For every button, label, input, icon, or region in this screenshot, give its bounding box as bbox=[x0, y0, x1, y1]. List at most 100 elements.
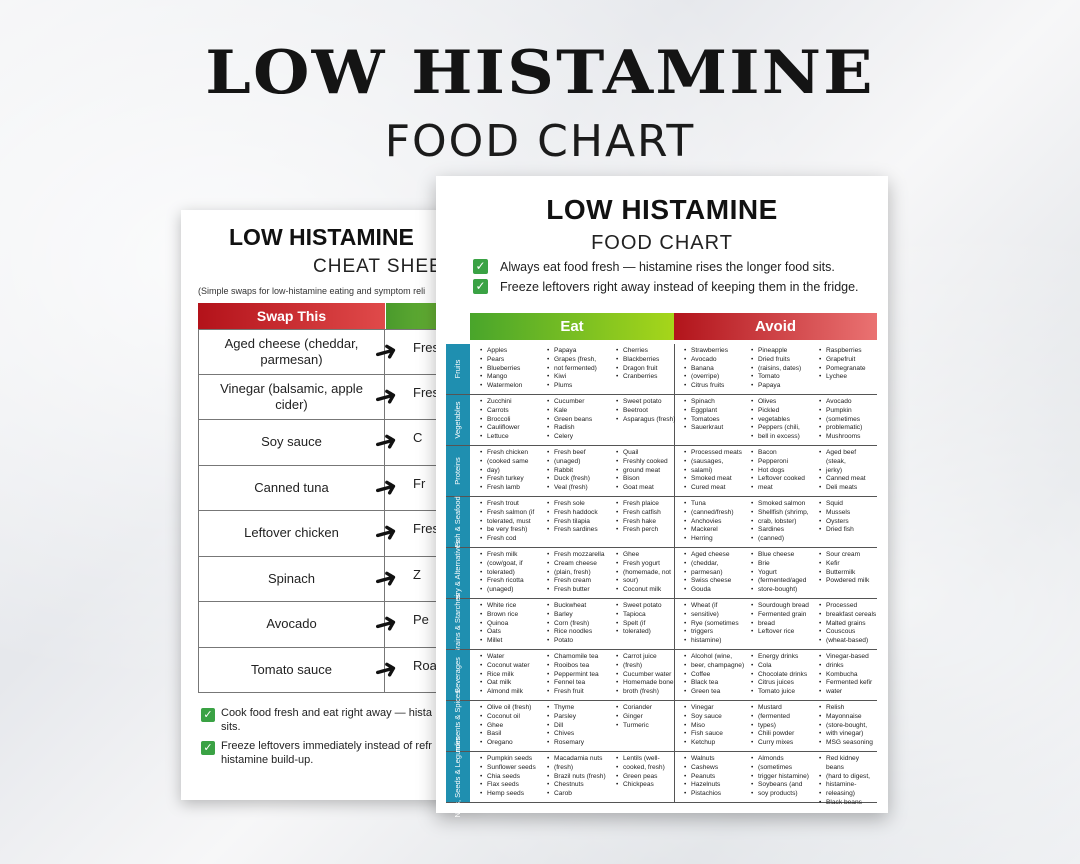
swap-row: Tomato sauce ➜ Roa bbox=[198, 647, 481, 693]
food-item: Apples bbox=[480, 347, 546, 356]
food-item: Deli meats bbox=[819, 484, 877, 493]
food-item: Fresh salmon (if bbox=[480, 509, 546, 518]
food-item: (store-bought, bbox=[819, 722, 877, 731]
avoid-column: Vinegar-baseddrinksKombuchaFermented kef… bbox=[819, 653, 877, 697]
food-item: Quail bbox=[616, 449, 682, 458]
food-item: triggers bbox=[684, 628, 750, 637]
food-item: day) bbox=[480, 467, 546, 476]
food-item: Avocado bbox=[684, 356, 750, 365]
food-item: Fresh plaice bbox=[616, 500, 682, 509]
food-category-row: Fish & Seafood Fresh troutFresh salmon (i… bbox=[446, 496, 877, 548]
food-item: Beetroot bbox=[616, 407, 682, 416]
avoid-column: Aged cheese(cheddar,parmesan)Swiss chees… bbox=[684, 551, 750, 595]
food-item: Dill bbox=[547, 722, 615, 731]
food-item: Ginger bbox=[616, 713, 682, 722]
food-item: Vinegar-based bbox=[819, 653, 877, 662]
eat-column: Sweet potatoTapiocaSpelt (iftolerated) bbox=[616, 602, 682, 637]
food-item: Broccoli bbox=[480, 416, 546, 425]
food-item: sour) bbox=[616, 577, 682, 586]
avoid-column: SpinachEggplantTomatoesSauerkraut bbox=[684, 398, 750, 433]
food-item: Citrus juices bbox=[751, 679, 817, 688]
food-list: QuailFreshly cookedground meatBisonGoat … bbox=[616, 449, 682, 493]
avoid-column: BaconPepperoniHot dogsLeftover cookedmea… bbox=[751, 449, 817, 493]
curved-arrow-icon: ➜ bbox=[370, 378, 401, 415]
category-label: Nuts, Seeds & Legumes bbox=[446, 737, 470, 817]
eat-column: Fresh mozzarellaCream cheese(plain, fres… bbox=[547, 551, 615, 595]
cheat-sheet-page: LOW HISTAMINE CHEAT SHEE (Simple swaps f… bbox=[181, 210, 481, 800]
food-item: Veal (fresh) bbox=[547, 484, 615, 493]
food-list: Wheat (ifsensitive)Rye (sometimestrigger… bbox=[684, 602, 750, 646]
eat-column: CherriesBlackberriesDragon fruitCranberr… bbox=[616, 347, 682, 382]
food-item: Radish bbox=[547, 424, 615, 433]
check-icon: ✓ bbox=[473, 259, 488, 274]
category-label: Fish & Seafood bbox=[446, 496, 470, 548]
eat-column: Fresh soleFresh haddockFresh tilapiaFres… bbox=[547, 500, 615, 535]
food-item: MSG seasoning bbox=[819, 739, 877, 748]
food-item: Pears bbox=[480, 356, 546, 365]
food-item: Tuna bbox=[684, 500, 750, 509]
curved-arrow-icon: ➜ bbox=[370, 333, 401, 370]
food-item: Pumpkin bbox=[819, 407, 877, 416]
avoid-column: Almonds(sometimestrigger histamine)Soybe… bbox=[751, 755, 817, 799]
food-item: Cured meat bbox=[684, 484, 750, 493]
food-item: Oat milk bbox=[480, 679, 546, 688]
food-item: Peppers (chili, bbox=[751, 424, 817, 433]
avoid-column: AvocadoPumpkin(sometimesproblematic)Mush… bbox=[819, 398, 877, 442]
food-item: Smoked meat bbox=[684, 475, 750, 484]
food-item: Spelt (if bbox=[616, 620, 682, 629]
food-list: Mustard(fermentedtypes)Chili powderCurry… bbox=[751, 704, 817, 748]
food-list: PapayaGrapes (fresh,not fermented)KiwiPl… bbox=[547, 347, 615, 391]
food-item: Peanuts bbox=[684, 773, 750, 782]
food-item: Cucumber bbox=[547, 398, 615, 407]
category-label: Fruits bbox=[446, 344, 470, 394]
food-item: (canned) bbox=[751, 535, 817, 544]
food-item: Herring bbox=[684, 535, 750, 544]
food-item: Processed bbox=[819, 602, 877, 611]
food-item: Mustard bbox=[751, 704, 817, 713]
food-item: Fresh haddock bbox=[547, 509, 615, 518]
food-item: Rice milk bbox=[480, 671, 546, 680]
check-icon: ✓ bbox=[473, 279, 488, 294]
food-list: Energy drinksColaChocolate drinksCitrus … bbox=[751, 653, 817, 697]
food-item: Plums bbox=[547, 382, 615, 391]
food-item: Pickled bbox=[751, 407, 817, 416]
food-item: (fresh) bbox=[547, 764, 615, 773]
food-item: Bacon bbox=[751, 449, 817, 458]
food-item: Fresh sole bbox=[547, 500, 615, 509]
eat-column: Fresh plaiceFresh catfishFresh hakeFresh… bbox=[616, 500, 682, 535]
cheat-sheet-tip: Freeze leftovers immediately instead of … bbox=[221, 739, 481, 767]
food-item: Flax seeds bbox=[480, 781, 546, 790]
food-grid: FruitsApplesPearsBlueberriesMangoWaterme… bbox=[446, 344, 877, 817]
food-category-row: Condiments & Spices Olive oil (fresh)Coco… bbox=[446, 690, 877, 762]
food-item: Mushrooms bbox=[819, 433, 877, 442]
food-item: salami) bbox=[684, 467, 750, 476]
food-item: Coconut milk bbox=[616, 586, 682, 595]
food-item: sensitive) bbox=[684, 611, 750, 620]
food-item: Rabbit bbox=[547, 467, 615, 476]
hero-subtitle: FOOD CHART bbox=[384, 116, 696, 167]
food-item: Coconut oil bbox=[480, 713, 546, 722]
food-item: Wheat (if bbox=[684, 602, 750, 611]
food-item: Avocado bbox=[819, 398, 877, 407]
eat-column: ZucchiniCarrotsBroccoliCauliflowerLettuc… bbox=[480, 398, 546, 442]
hero-title: LOW HISTAMINE bbox=[205, 38, 875, 108]
food-item: Barley bbox=[547, 611, 615, 620]
food-item: Dragon fruit bbox=[616, 365, 682, 374]
food-item: Malted grains bbox=[819, 620, 877, 629]
food-item: (canned/fresh) bbox=[684, 509, 750, 518]
food-item: bread bbox=[751, 620, 817, 629]
eat-column: Olive oil (fresh)Coconut oilGheeBasilOre… bbox=[480, 704, 546, 748]
food-item: Grapefruit bbox=[819, 356, 877, 365]
food-item: Fresh cream bbox=[547, 577, 615, 586]
food-list: GheeFresh yogurt(homemade, notsour)Cocon… bbox=[616, 551, 682, 595]
food-item: Mussels bbox=[819, 509, 877, 518]
food-item: Green peas bbox=[616, 773, 682, 782]
category-name: Beverages bbox=[453, 657, 462, 693]
food-list: Sourdough breadFermented grainbreadLefto… bbox=[751, 602, 817, 637]
food-item: Parsley bbox=[547, 713, 615, 722]
food-item: Chili powder bbox=[751, 730, 817, 739]
avoid-column: Processedbreakfast cerealsMalted grainsC… bbox=[819, 602, 877, 646]
food-item: Corn (fresh) bbox=[547, 620, 615, 629]
food-item: (fresh) bbox=[616, 662, 682, 671]
food-item: Fresh milk bbox=[480, 551, 546, 560]
